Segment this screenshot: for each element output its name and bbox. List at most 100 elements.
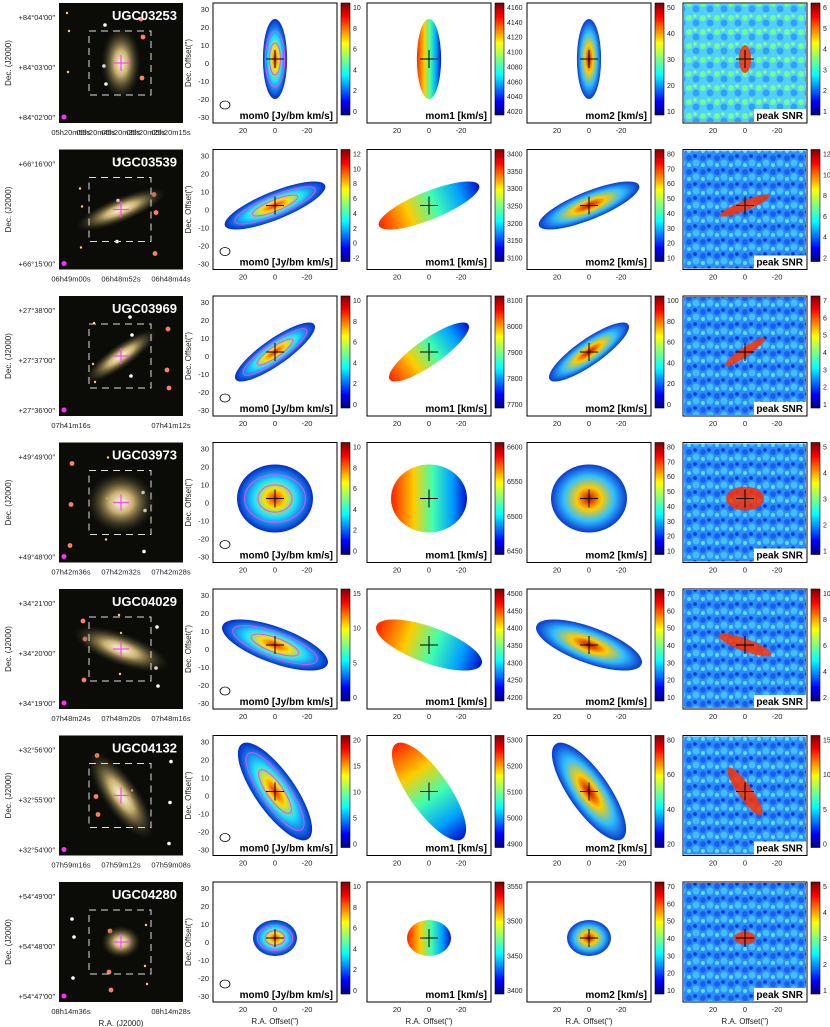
colorbar-tick: 40 bbox=[667, 504, 675, 511]
colorbar-tick: 20 bbox=[353, 738, 361, 745]
star bbox=[65, 11, 69, 15]
center-cross bbox=[580, 50, 598, 68]
colorbar-tick: 6500 bbox=[507, 514, 523, 521]
ra-axis-label: R.A. (J2000) bbox=[99, 1019, 144, 1027]
colorbar-tick: 50 bbox=[667, 489, 675, 496]
colorbar bbox=[654, 295, 665, 409]
offset-x-tick: -20 bbox=[772, 273, 783, 282]
dec-tick-label: +27°38′00″ bbox=[19, 306, 56, 315]
colorbar-tick: 80 bbox=[667, 152, 675, 159]
offset-x-tick: -20 bbox=[456, 1005, 467, 1014]
star bbox=[81, 677, 87, 683]
offset-x-tick: -20 bbox=[772, 566, 783, 575]
offset-x-tick: 0 bbox=[743, 419, 747, 428]
offset-y-tick: -20 bbox=[198, 388, 209, 397]
snr-panel: peak SNR 7 6 5 4 3 2 1 20 0 -20 bbox=[682, 295, 827, 428]
contour bbox=[256, 924, 294, 952]
offset-x-tick: 20 bbox=[239, 712, 247, 721]
offset-y-tick: 10 bbox=[201, 41, 209, 50]
colorbar-tick: 5 bbox=[823, 807, 827, 814]
offset-x-tick: 20 bbox=[553, 1005, 561, 1014]
offset-x-tick: 0 bbox=[273, 859, 277, 868]
colorbar bbox=[654, 881, 665, 995]
ra-tick-label: 05h20m15s bbox=[151, 128, 190, 137]
colorbar-tick: 4 bbox=[823, 669, 827, 676]
offset-y-tick: -10 bbox=[198, 956, 209, 965]
center-cross bbox=[736, 196, 754, 215]
colorbar-tick: 50 bbox=[667, 626, 675, 633]
colorbar-tick: 10 bbox=[823, 172, 830, 179]
colorbar-tick: 4040 bbox=[507, 94, 523, 101]
offset-y-tick: -30 bbox=[198, 406, 209, 415]
contour bbox=[256, 338, 294, 366]
center-cross bbox=[580, 929, 598, 947]
dec-tick-label: +66°16′00″ bbox=[19, 160, 56, 169]
offset-y-tick: 0 bbox=[205, 792, 209, 801]
offset-x-tick: 0 bbox=[427, 712, 431, 721]
offset-x-tick: 0 bbox=[743, 1005, 747, 1014]
offset-y-tick: 30 bbox=[201, 738, 209, 747]
ra-tick-label: 07h59m12s bbox=[101, 861, 140, 870]
colorbar-tick: 4020 bbox=[507, 109, 523, 116]
offset-x-tick: 20 bbox=[239, 1005, 247, 1014]
ra-tick-label: 08h14m28s bbox=[151, 1007, 190, 1016]
star bbox=[156, 684, 160, 688]
colorbar-tick: 3400 bbox=[507, 152, 523, 159]
center-cross bbox=[420, 343, 438, 361]
colorbar bbox=[340, 149, 351, 262]
offset-x-tick: 20 bbox=[239, 273, 247, 282]
colorbar-tick: 30 bbox=[667, 57, 675, 64]
offset-x-tick: 20 bbox=[553, 566, 561, 575]
offset-x-tick: 0 bbox=[743, 126, 747, 135]
colorbar bbox=[340, 2, 351, 116]
mom0-panel: mom0 [Jy/bm km/s] 15 10 5 0 20 0 -20 30 20 10 0 -10 -… bbox=[184, 588, 361, 721]
star bbox=[128, 315, 132, 319]
colorbar-tick: 4350 bbox=[507, 643, 523, 650]
mom2-panel: mom2 [km/s] 70 60 50 40 30 20 10 20 0 -20 bbox=[526, 588, 675, 721]
offset-y-label: Dec. Offset(") bbox=[184, 771, 193, 819]
offset-y-tick: -10 bbox=[198, 810, 209, 819]
colorbar-tick: 10 bbox=[667, 549, 675, 556]
offset-y-tick: 30 bbox=[201, 5, 209, 14]
center-cross bbox=[113, 494, 129, 511]
offset-x-tick: 0 bbox=[743, 859, 747, 868]
offset-x-tick: -20 bbox=[302, 1005, 313, 1014]
colorbar bbox=[494, 442, 505, 555]
offset-x-tick: -20 bbox=[456, 126, 467, 135]
offset-y-tick: -30 bbox=[198, 113, 209, 122]
offset-y-tick: 20 bbox=[201, 23, 209, 32]
colorbar-tick: 8 bbox=[823, 617, 827, 624]
offset-x-tick: 0 bbox=[587, 126, 591, 135]
label-bg bbox=[754, 109, 806, 122]
galaxy-row: UGC03969 +27°38′00″ +27°37′00″ +27°36′00″ De… bbox=[4, 295, 827, 430]
center-cross bbox=[113, 934, 129, 950]
colorbar bbox=[654, 735, 665, 848]
ra-tick-label: 07h48m20s bbox=[101, 714, 140, 723]
offset-x-tick: 20 bbox=[393, 273, 401, 282]
offset-x-tick: 20 bbox=[393, 1005, 401, 1014]
beam-ellipse bbox=[219, 686, 231, 696]
dec-tick-label: +54°48′00″ bbox=[19, 942, 56, 951]
offset-y-tick: 0 bbox=[205, 206, 209, 215]
colorbar-tick: 1 bbox=[823, 402, 827, 409]
mom0-label: mom0 [Jy/bm km/s] bbox=[240, 844, 333, 855]
snr-label: peak SNR bbox=[756, 111, 803, 122]
contour bbox=[242, 328, 308, 376]
ra-tick-label: 06h48m52s bbox=[101, 275, 140, 284]
colorbar-tick: 7900 bbox=[507, 350, 523, 357]
dec-axis-label: Dec. (J2000) bbox=[4, 333, 13, 379]
beam-ellipse bbox=[219, 540, 231, 549]
mom0-label: mom0 [Jy/bm km/s] bbox=[240, 697, 333, 708]
offset-y-tick: -10 bbox=[198, 517, 209, 526]
panel-frame bbox=[212, 735, 338, 856]
offset-x-tick: -20 bbox=[616, 126, 627, 135]
colorbar-tick: 12 bbox=[353, 152, 361, 159]
colorbar-tick: 4100 bbox=[507, 50, 523, 57]
colorbar bbox=[340, 442, 351, 555]
colorbar-tick: 10 bbox=[667, 988, 675, 995]
galaxy-row: UGC04132 +32°56′00″ +32°55′00″ +32°54′00″ De… bbox=[4, 735, 830, 870]
offset-y-tick: -30 bbox=[198, 699, 209, 708]
snr-panel: peak SNR 12 10 8 6 4 2 20 0 -20 bbox=[682, 149, 830, 282]
colorbar-tick: 5000 bbox=[507, 816, 523, 823]
star bbox=[143, 964, 147, 968]
